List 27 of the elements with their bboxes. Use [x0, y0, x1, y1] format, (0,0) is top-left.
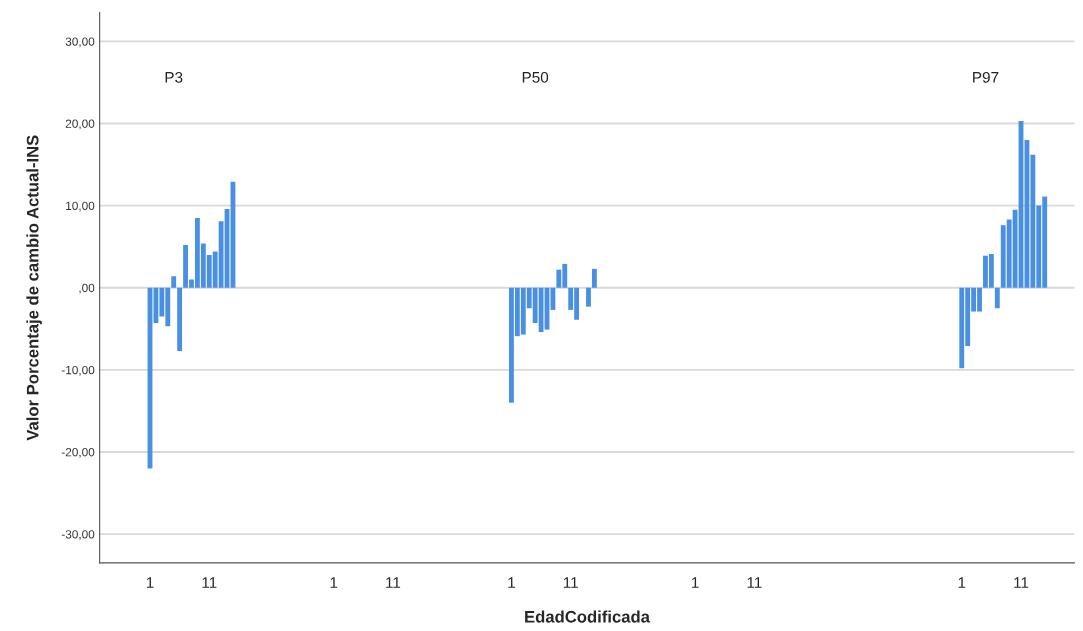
bar [994, 287, 1000, 309]
y-tick-label: 20,00 [65, 119, 95, 130]
x-tick-label: 1 [330, 577, 338, 588]
y-tick-label: 10,00 [66, 201, 95, 212]
annotation: P3 [165, 71, 183, 83]
annotation: P97 [973, 71, 999, 83]
annotation: P50 [522, 71, 549, 83]
x-axis-title: EdadCodificada [525, 610, 651, 623]
y-axis-title: Valor Porcentaje de cambio Actual-INS [26, 135, 42, 441]
y-tick-label: -30,00 [61, 530, 95, 540]
x-tick-label: 11 [747, 577, 762, 588]
x-tick-label: 1 [692, 577, 699, 588]
x-tick-label: 1 [508, 577, 515, 588]
x-tick-label: 11 [1014, 577, 1029, 588]
x-tick-label: 11 [386, 577, 401, 588]
bar [177, 287, 183, 351]
bar [171, 276, 177, 288]
y-tick-label: 30,00 [65, 37, 95, 48]
y-tick-label: ,00 [79, 283, 95, 294]
bar [591, 268, 597, 288]
x-tick-label: 11 [202, 577, 217, 588]
y-tick-label: -20,00 [61, 448, 95, 458]
y-tick-label: -10,00 [61, 365, 95, 376]
x-tick-label: 1 [958, 577, 966, 588]
bar [586, 287, 591, 307]
x-tick-label: 1 [146, 577, 154, 588]
x-tick-label: 11 [563, 577, 578, 588]
